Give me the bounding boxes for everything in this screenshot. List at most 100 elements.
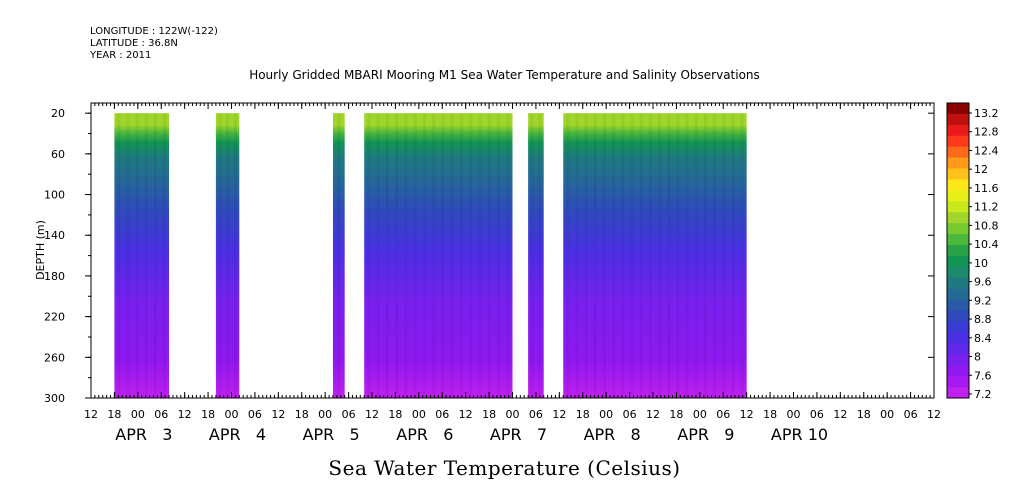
colorbar-cell xyxy=(947,146,969,159)
x-tick-label: 00 xyxy=(131,408,145,421)
y-tick-label: 260 xyxy=(44,351,65,364)
colorbar-frame xyxy=(946,102,970,399)
x-tick-label: 06 xyxy=(248,408,262,421)
x-tick-label: 00 xyxy=(693,408,707,421)
x-tick-label: 12 xyxy=(459,408,473,421)
x-tick-label: 18 xyxy=(201,408,215,421)
latitude-label: LATITUDE : 36.8N xyxy=(90,38,178,49)
date-label: APR 3 xyxy=(115,425,172,444)
x-tick-label: 06 xyxy=(529,408,543,421)
x-tick-label: 06 xyxy=(154,408,168,421)
x-tick-label: 12 xyxy=(927,408,941,421)
x-tick-label: 00 xyxy=(412,408,426,421)
data-segment-0 xyxy=(114,113,170,398)
colorbar-label: 8.8 xyxy=(974,313,992,326)
colorbar-label: 12 xyxy=(974,163,988,176)
chart-title: Hourly Gridded MBARI Mooring M1 Sea Wate… xyxy=(249,68,760,82)
colorbar-label: 10 xyxy=(974,257,988,270)
x-tick-label: 12 xyxy=(646,408,660,421)
y-axis-label: DEPTH (m) xyxy=(34,220,47,280)
colorbar-label: 13.2 xyxy=(974,107,999,120)
x-tick-label: 06 xyxy=(435,408,449,421)
colorbar-cell xyxy=(947,332,969,344)
x-tick-label: 06 xyxy=(716,408,730,421)
x-tick-label: 00 xyxy=(599,408,613,421)
colorbar-cell xyxy=(947,135,969,148)
x-tick-label: 00 xyxy=(318,408,332,421)
colorbar-cell xyxy=(947,168,969,180)
colorbar-cell xyxy=(947,179,969,191)
colorbar-cell xyxy=(947,255,969,268)
x-tick-label: 00 xyxy=(506,408,520,421)
date-label: APR 7 xyxy=(490,425,547,444)
x-tick-label: 18 xyxy=(576,408,590,421)
colorbar-cell xyxy=(947,310,969,323)
colorbar-label: 12.8 xyxy=(974,126,999,139)
x-tick-label: 06 xyxy=(342,408,356,421)
colorbar-cell xyxy=(947,124,969,137)
x-tick-label: 18 xyxy=(763,408,777,421)
colorbar-cell xyxy=(947,266,969,279)
colorbar-cell xyxy=(947,212,969,224)
colorbar-label: 11.2 xyxy=(974,201,999,214)
data-segment-1 xyxy=(215,113,240,398)
y-tick-label: 140 xyxy=(44,229,65,242)
colorbar-label: 8 xyxy=(974,351,981,364)
date-label: APR 4 xyxy=(209,425,266,444)
colorbar-cell xyxy=(947,277,969,290)
x-tick-label: 00 xyxy=(880,408,894,421)
date-label: APR 8 xyxy=(584,425,641,444)
x-tick-label: 06 xyxy=(904,408,918,421)
colorbar-cell xyxy=(947,201,969,213)
colorbar-cell xyxy=(947,245,969,257)
data-segment-4 xyxy=(528,113,544,398)
colorbar-cell xyxy=(947,223,969,235)
colorbar-label: 7.2 xyxy=(974,388,992,401)
x-tick-label: 12 xyxy=(740,408,754,421)
colorbar: 13.2 12.8 12.4 12 11.6 11.2 10.8 10.4 10 9.6 9.2 8.… xyxy=(946,102,999,401)
colorbar-label: 10.4 xyxy=(974,238,999,251)
y-tick-label: 100 xyxy=(44,189,65,202)
colorbar-label: 7.6 xyxy=(974,369,992,382)
data-segment-5 xyxy=(563,113,747,398)
year-label: YEAR : 2011 xyxy=(90,50,152,61)
colorbar-label: 8.4 xyxy=(974,332,992,345)
chart-subtitle: Sea Water Temperature (Celsius) xyxy=(328,456,681,480)
colorbar-label: 9.2 xyxy=(974,294,992,307)
x-tick-label: 12 xyxy=(271,408,285,421)
colorbar-cell xyxy=(947,288,969,301)
data-segment-2 xyxy=(332,113,345,398)
y-tick-label: 60 xyxy=(51,148,65,161)
colorbar-cell xyxy=(947,343,969,355)
x-tick-label: 12 xyxy=(552,408,566,421)
x-tick-label: 18 xyxy=(388,408,402,421)
x-tick-label: 00 xyxy=(225,408,239,421)
date-label: APR 5 xyxy=(303,425,360,444)
x-tick-label: 12 xyxy=(178,408,192,421)
x-tick-label: 18 xyxy=(669,408,683,421)
colorbar-label: 9.6 xyxy=(974,276,992,289)
data-segment-3 xyxy=(364,113,513,398)
date-label: APR 10 xyxy=(771,425,828,444)
colorbar-cell xyxy=(947,113,969,126)
x-tick-label: 18 xyxy=(857,408,871,421)
x-tick-label: 12 xyxy=(84,408,98,421)
colorbar-cell xyxy=(947,190,969,202)
colorbar-cell xyxy=(947,365,969,377)
x-tick-label: 18 xyxy=(107,408,121,421)
x-tick-label: 06 xyxy=(810,408,824,421)
x-tick-label: 06 xyxy=(623,408,637,421)
longitude-label: LONGITUDE : 122W(-122) xyxy=(90,26,218,37)
y-tick-label: 20 xyxy=(51,107,65,120)
y-tick-label: 180 xyxy=(44,270,65,283)
axes: 20 60 100 140 180 220 260 300 12 18 00 06 12 18 00 06 12… xyxy=(44,103,941,444)
colorbar-cell xyxy=(947,354,969,366)
colorbar-cell xyxy=(947,299,969,312)
x-tick-label: 18 xyxy=(295,408,309,421)
colorbar-label: 11.6 xyxy=(974,182,999,195)
x-tick-label: 00 xyxy=(787,408,801,421)
y-tick-label: 300 xyxy=(44,392,65,405)
colorbar-cell xyxy=(947,321,969,333)
colorbar-cell xyxy=(947,376,969,388)
